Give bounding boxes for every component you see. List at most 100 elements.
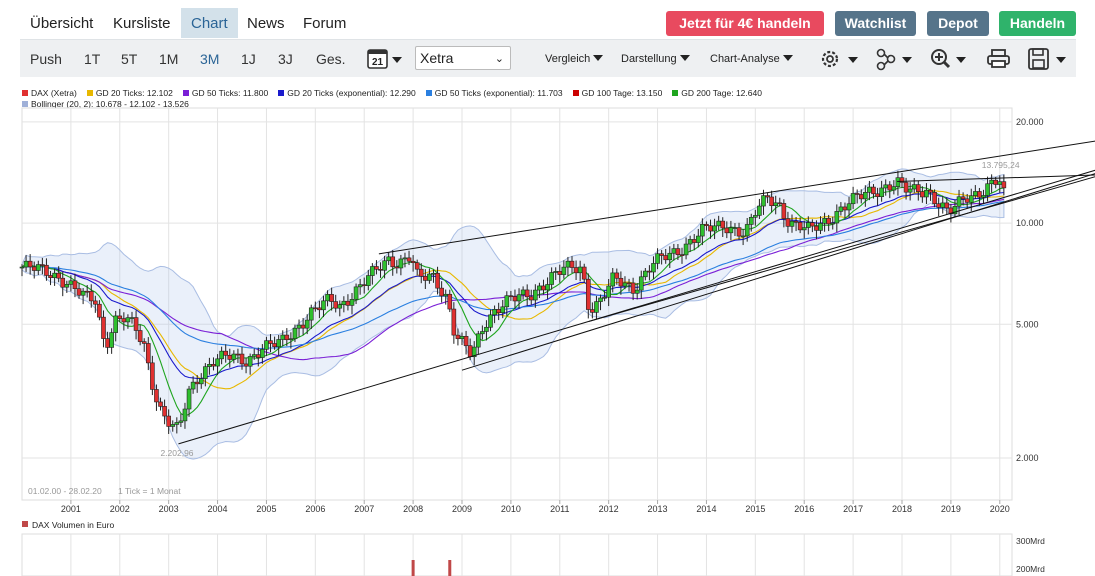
candle-body (740, 235, 746, 238)
compare-menu[interactable]: Vergleich (545, 53, 604, 65)
candle-body (655, 253, 660, 264)
tab-news[interactable]: News (247, 15, 285, 32)
candle-body (260, 349, 265, 358)
x-tick-label: 2002 (110, 504, 130, 514)
save-icon[interactable] (1026, 47, 1074, 71)
candle-body (337, 304, 343, 309)
candle-body (964, 198, 970, 203)
legend-item[interactable]: GD 50 Ticks: 11.800 (182, 88, 268, 99)
legend-item[interactable]: GD 200 Tage: 12.640 (672, 88, 762, 99)
candle-body (365, 275, 371, 286)
x-tick-label: 2003 (159, 504, 179, 514)
candle-body (879, 187, 884, 198)
tab-chart[interactable]: Chart (181, 8, 238, 38)
candle-body (264, 340, 269, 350)
y-tick-label: 10.000 (1016, 218, 1044, 228)
candle-body (435, 272, 440, 289)
trendline (897, 174, 1095, 182)
candle-body (174, 422, 180, 425)
candle-body (789, 220, 795, 227)
x-axis: 2001 2002 2003 2004 2005 2006 2007 2008 2009 2010… (61, 500, 1010, 514)
range-1t[interactable]: 1T (84, 51, 101, 67)
legend-item[interactable]: GD 20 Ticks: 12.102 (86, 88, 173, 99)
tab-uebersicht[interactable]: Übersicht (30, 15, 94, 32)
candle-body (683, 243, 689, 256)
zoom-icon[interactable] (928, 47, 972, 71)
range-push[interactable]: Push (30, 51, 62, 67)
candle-body (716, 220, 721, 227)
candle-body (585, 278, 591, 310)
tab-kursliste[interactable]: Kursliste (113, 15, 171, 32)
candle-body (317, 307, 322, 311)
watchlist-button[interactable]: Watchlist (835, 11, 916, 36)
candle-body (109, 332, 114, 348)
x-tick-label: 2016 (794, 504, 814, 514)
candle-body (863, 192, 868, 200)
candle-body (687, 239, 693, 245)
indicators-icon[interactable] (874, 47, 918, 71)
candle-body (797, 222, 803, 231)
candle-body (924, 189, 929, 198)
candle-body (773, 202, 779, 206)
print-icon[interactable] (986, 47, 1012, 71)
legend-item[interactable]: GD 20 Ticks (exponential): 12.290 (278, 88, 416, 99)
candle-body (35, 264, 41, 271)
range-3j[interactable]: 3J (278, 51, 293, 67)
legend-item[interactable]: Bollinger (20, 2): 10.678 - 12.102 - 13.… (22, 99, 189, 110)
candle-body (508, 295, 514, 298)
candle-body (744, 224, 750, 237)
candle-body (402, 257, 408, 260)
candle-body (577, 266, 583, 274)
trade-offer-button[interactable]: Jetzt für 4€ handeln (666, 11, 824, 36)
candle-body (960, 196, 966, 200)
volume-tick-label: 300Mrd (1016, 536, 1045, 546)
candle-body (842, 206, 848, 211)
range-3m[interactable]: 3M (200, 51, 220, 67)
exchange-select[interactable]: Xetra ⌄ (415, 46, 511, 70)
candle-body (345, 300, 351, 306)
price-annotation: 2.202,96 (160, 448, 193, 458)
candle-body (361, 284, 367, 286)
range-ges[interactable]: Ges. (316, 51, 346, 67)
legend-swatch (425, 90, 432, 96)
handeln-button[interactable]: Handeln (999, 11, 1076, 36)
candle-body (528, 296, 534, 301)
legend-swatch (22, 90, 28, 96)
candle-body (675, 248, 681, 255)
tab-forum[interactable]: Forum (303, 15, 347, 32)
candle-body (834, 211, 840, 224)
legend-swatch (572, 90, 579, 96)
candle-body (186, 388, 192, 410)
volume-legend-swatch (22, 521, 28, 527)
candle-body (101, 316, 106, 339)
candle-body (113, 315, 119, 333)
candle-body (423, 275, 428, 281)
display-menu[interactable]: Darstellung (621, 53, 690, 65)
range-5t[interactable]: 5T (121, 51, 138, 67)
candle-body (272, 343, 277, 348)
candle-body (198, 378, 204, 385)
candle-body (895, 177, 901, 187)
calendar-icon[interactable]: 21 (366, 47, 406, 71)
candle-body (308, 307, 314, 321)
legend-item[interactable]: GD 100 Tage: 13.150 (572, 88, 662, 99)
candle-body (761, 195, 766, 207)
depot-button[interactable]: Depot (927, 11, 989, 36)
annotations: 2.202,96 13.795,24 (160, 160, 1019, 458)
candle-body (830, 222, 836, 225)
analysis-menu[interactable]: Chart-Analyse (710, 53, 793, 65)
candle-body (72, 280, 78, 289)
candle-body (247, 356, 253, 367)
legend-item[interactable]: GD 50 Ticks (exponential): 11.703 (425, 88, 563, 99)
x-tick-label: 2009 (452, 504, 472, 514)
legend-swatch (22, 101, 28, 107)
range-1m[interactable]: 1M (159, 51, 179, 67)
range-1j[interactable]: 1J (241, 51, 256, 67)
candle-body (463, 336, 469, 346)
x-tick-label: 2011 (550, 504, 569, 514)
legend-item[interactable]: DAX (Xetra) (22, 88, 77, 99)
candle-body (565, 260, 571, 268)
gd-20-line (21, 189, 1004, 390)
settings-icon[interactable] (818, 47, 862, 71)
